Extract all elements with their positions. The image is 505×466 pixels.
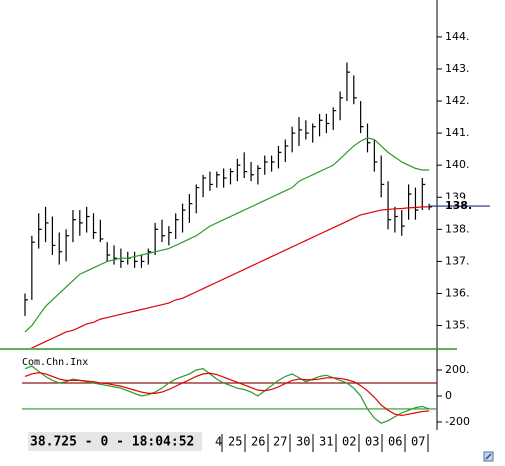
price-panel [24,62,433,348]
y-tick-label: 200. [445,363,470,376]
date-label: 02 [342,435,356,449]
moving-line [24,365,430,424]
y-tick-label: 138. [445,222,470,235]
date-label: 26 [251,435,265,449]
y-tick-label: -200 [445,415,470,428]
date-label: 27 [273,435,287,449]
date-axis: 4 25 26 27 30 31 02 03 06 07 [215,434,429,452]
y-tick-label: 141. [445,126,470,139]
y-tick-label: 137. [445,254,470,267]
indicator-panel [22,365,437,424]
last-price-label: 138. [445,199,472,212]
axis-labels: 144.143.142.141.140.139138.137.136.135.1… [430,30,490,428]
y-tick-label: 136. [445,286,470,299]
date-label: 4 [215,435,222,449]
status-box [28,432,202,451]
y-tick-label: 135. [445,319,470,332]
date-label: 03 [365,435,379,449]
y-tick-label: 144. [445,30,470,43]
indicator-title: Com.Chn.Inx [22,357,88,368]
date-label: 30 [296,435,310,449]
y-tick-label: 143. [445,62,470,75]
y-tick-label: 0 [445,389,452,402]
moving-line [24,371,430,417]
date-label: 06 [388,435,402,449]
y-tick-label: 140. [445,158,470,171]
moving-line [24,137,430,333]
corner-icon [483,451,494,462]
y-tick-label: 142. [445,94,470,107]
date-label: 31 [319,435,333,449]
status-text: 38.725 - 0 - 18:04:52 [30,435,194,450]
moving-line [30,206,430,348]
date-label: 25 [228,435,242,449]
date-label: 07 [411,435,425,449]
